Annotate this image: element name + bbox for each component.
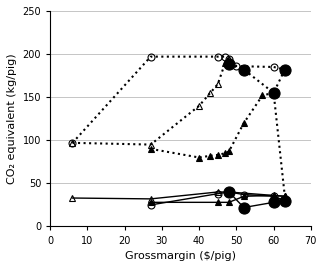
Y-axis label: CO₂ equivalent (kg/pig): CO₂ equivalent (kg/pig)	[7, 53, 17, 184]
X-axis label: Grossmargin ($/pig): Grossmargin ($/pig)	[125, 251, 236, 261]
